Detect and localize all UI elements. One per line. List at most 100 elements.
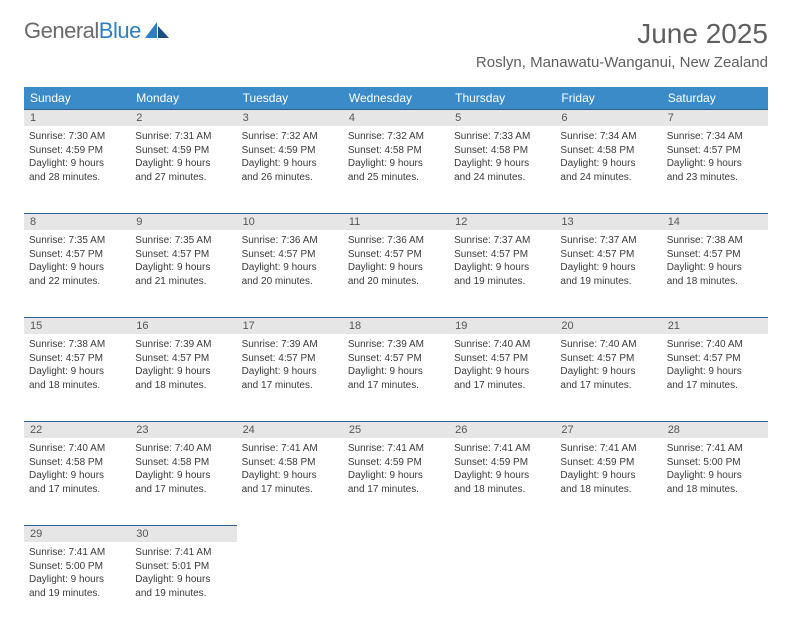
day-line-d1: Daylight: 9 hours bbox=[135, 573, 231, 587]
day-number-empty bbox=[449, 525, 555, 529]
day-line-ss: Sunset: 4:57 PM bbox=[454, 352, 550, 366]
day-line-ss: Sunset: 4:59 PM bbox=[29, 144, 125, 158]
day-number: 11 bbox=[343, 213, 449, 230]
day-number: 2 bbox=[130, 109, 236, 126]
day-line-d1: Daylight: 9 hours bbox=[454, 261, 550, 275]
day-line-sr: Sunrise: 7:39 AM bbox=[135, 338, 231, 352]
day-number: 7 bbox=[662, 109, 768, 126]
day-line-ss: Sunset: 4:57 PM bbox=[242, 352, 338, 366]
day-line-sr: Sunrise: 7:40 AM bbox=[29, 442, 125, 456]
day-line-ss: Sunset: 4:57 PM bbox=[242, 248, 338, 262]
day-line-ss: Sunset: 4:58 PM bbox=[135, 456, 231, 470]
day-line-d2: and 26 minutes. bbox=[242, 171, 338, 185]
brand-word-1: General bbox=[24, 18, 99, 44]
day-line-d1: Daylight: 9 hours bbox=[454, 365, 550, 379]
day-number: 5 bbox=[449, 109, 555, 126]
day-content: Sunrise: 7:37 AMSunset: 4:57 PMDaylight:… bbox=[555, 231, 661, 294]
day-line-sr: Sunrise: 7:32 AM bbox=[348, 130, 444, 144]
day-line-d1: Daylight: 9 hours bbox=[29, 157, 125, 171]
day-content: Sunrise: 7:40 AMSunset: 4:58 PMDaylight:… bbox=[130, 439, 236, 502]
day-line-d2: and 20 minutes. bbox=[242, 275, 338, 289]
day-number: 26 bbox=[449, 421, 555, 438]
day-content: Sunrise: 7:30 AMSunset: 4:59 PMDaylight:… bbox=[24, 127, 130, 190]
day-line-ss: Sunset: 4:57 PM bbox=[135, 352, 231, 366]
day-line-ss: Sunset: 4:59 PM bbox=[242, 144, 338, 158]
day-line-d1: Daylight: 9 hours bbox=[348, 365, 444, 379]
day-line-d2: and 19 minutes. bbox=[560, 275, 656, 289]
day-content: Sunrise: 7:40 AMSunset: 4:57 PMDaylight:… bbox=[555, 335, 661, 398]
day-line-d1: Daylight: 9 hours bbox=[560, 157, 656, 171]
day-content: Sunrise: 7:41 AMSunset: 4:59 PMDaylight:… bbox=[555, 439, 661, 502]
day-line-ss: Sunset: 4:57 PM bbox=[29, 248, 125, 262]
day-content: Sunrise: 7:35 AMSunset: 4:57 PMDaylight:… bbox=[24, 231, 130, 294]
day-line-sr: Sunrise: 7:38 AM bbox=[667, 234, 763, 248]
day-line-sr: Sunrise: 7:34 AM bbox=[667, 130, 763, 144]
day-line-d2: and 18 minutes. bbox=[454, 483, 550, 497]
day-line-d1: Daylight: 9 hours bbox=[348, 261, 444, 275]
day-line-d2: and 17 minutes. bbox=[135, 483, 231, 497]
day-line-ss: Sunset: 5:01 PM bbox=[135, 560, 231, 574]
day-line-d1: Daylight: 9 hours bbox=[242, 261, 338, 275]
day-line-d1: Daylight: 9 hours bbox=[135, 261, 231, 275]
day-line-d2: and 17 minutes. bbox=[242, 483, 338, 497]
day-number: 3 bbox=[237, 109, 343, 126]
day-line-sr: Sunrise: 7:41 AM bbox=[29, 546, 125, 560]
day-line-d2: and 19 minutes. bbox=[454, 275, 550, 289]
day-line-d2: and 18 minutes. bbox=[667, 483, 763, 497]
day-line-sr: Sunrise: 7:37 AM bbox=[560, 234, 656, 248]
day-line-d1: Daylight: 9 hours bbox=[242, 365, 338, 379]
day-content: Sunrise: 7:31 AMSunset: 4:59 PMDaylight:… bbox=[130, 127, 236, 190]
weekday-header: Thursday bbox=[449, 87, 555, 109]
day-number-empty bbox=[662, 525, 768, 529]
day-content: Sunrise: 7:39 AMSunset: 4:57 PMDaylight:… bbox=[343, 335, 449, 398]
weekday-header-row: Sunday Monday Tuesday Wednesday Thursday… bbox=[24, 87, 768, 109]
day-line-sr: Sunrise: 7:40 AM bbox=[135, 442, 231, 456]
page-header: GeneralBlue June 2025 Roslyn, Manawatu-W… bbox=[0, 0, 792, 77]
day-line-d2: and 19 minutes. bbox=[135, 587, 231, 601]
day-line-sr: Sunrise: 7:32 AM bbox=[242, 130, 338, 144]
day-line-d1: Daylight: 9 hours bbox=[135, 469, 231, 483]
day-number: 24 bbox=[237, 421, 343, 438]
day-line-d2: and 18 minutes. bbox=[667, 275, 763, 289]
day-line-d2: and 24 minutes. bbox=[454, 171, 550, 185]
day-line-d1: Daylight: 9 hours bbox=[454, 157, 550, 171]
day-line-sr: Sunrise: 7:41 AM bbox=[560, 442, 656, 456]
day-number: 21 bbox=[662, 317, 768, 334]
day-number-row: 1234567 bbox=[24, 109, 768, 127]
day-line-sr: Sunrise: 7:36 AM bbox=[348, 234, 444, 248]
brand-logo: GeneralBlue bbox=[24, 18, 171, 44]
day-line-d1: Daylight: 9 hours bbox=[667, 261, 763, 275]
day-number-row: 22232425262728 bbox=[24, 421, 768, 439]
day-content: Sunrise: 7:41 AMSunset: 5:01 PMDaylight:… bbox=[130, 543, 236, 606]
day-content: Sunrise: 7:41 AMSunset: 4:59 PMDaylight:… bbox=[449, 439, 555, 502]
day-content-row: Sunrise: 7:41 AMSunset: 5:00 PMDaylight:… bbox=[24, 543, 768, 629]
day-line-ss: Sunset: 4:57 PM bbox=[29, 352, 125, 366]
day-content: Sunrise: 7:41 AMSunset: 5:00 PMDaylight:… bbox=[24, 543, 130, 606]
day-number: 12 bbox=[449, 213, 555, 230]
day-number: 19 bbox=[449, 317, 555, 334]
day-line-sr: Sunrise: 7:41 AM bbox=[667, 442, 763, 456]
day-line-ss: Sunset: 4:57 PM bbox=[135, 248, 231, 262]
location-subtitle: Roslyn, Manawatu-Wanganui, New Zealand bbox=[476, 54, 768, 71]
day-number-empty bbox=[555, 525, 661, 529]
day-number: 30 bbox=[130, 525, 236, 542]
day-line-d2: and 17 minutes. bbox=[29, 483, 125, 497]
day-content: Sunrise: 7:37 AMSunset: 4:57 PMDaylight:… bbox=[449, 231, 555, 294]
day-number: 28 bbox=[662, 421, 768, 438]
day-line-sr: Sunrise: 7:35 AM bbox=[135, 234, 231, 248]
day-line-ss: Sunset: 4:57 PM bbox=[348, 352, 444, 366]
day-line-sr: Sunrise: 7:41 AM bbox=[348, 442, 444, 456]
day-line-ss: Sunset: 4:57 PM bbox=[560, 352, 656, 366]
day-line-d2: and 17 minutes. bbox=[242, 379, 338, 393]
day-content: Sunrise: 7:40 AMSunset: 4:57 PMDaylight:… bbox=[662, 335, 768, 398]
day-line-d1: Daylight: 9 hours bbox=[454, 469, 550, 483]
day-line-ss: Sunset: 4:58 PM bbox=[242, 456, 338, 470]
day-number: 29 bbox=[24, 525, 130, 542]
day-line-d2: and 17 minutes. bbox=[348, 483, 444, 497]
day-line-sr: Sunrise: 7:39 AM bbox=[242, 338, 338, 352]
day-line-sr: Sunrise: 7:37 AM bbox=[454, 234, 550, 248]
day-line-d1: Daylight: 9 hours bbox=[560, 261, 656, 275]
day-content-row: Sunrise: 7:40 AMSunset: 4:58 PMDaylight:… bbox=[24, 439, 768, 525]
day-content: Sunrise: 7:41 AMSunset: 4:59 PMDaylight:… bbox=[343, 439, 449, 502]
day-number: 16 bbox=[130, 317, 236, 334]
